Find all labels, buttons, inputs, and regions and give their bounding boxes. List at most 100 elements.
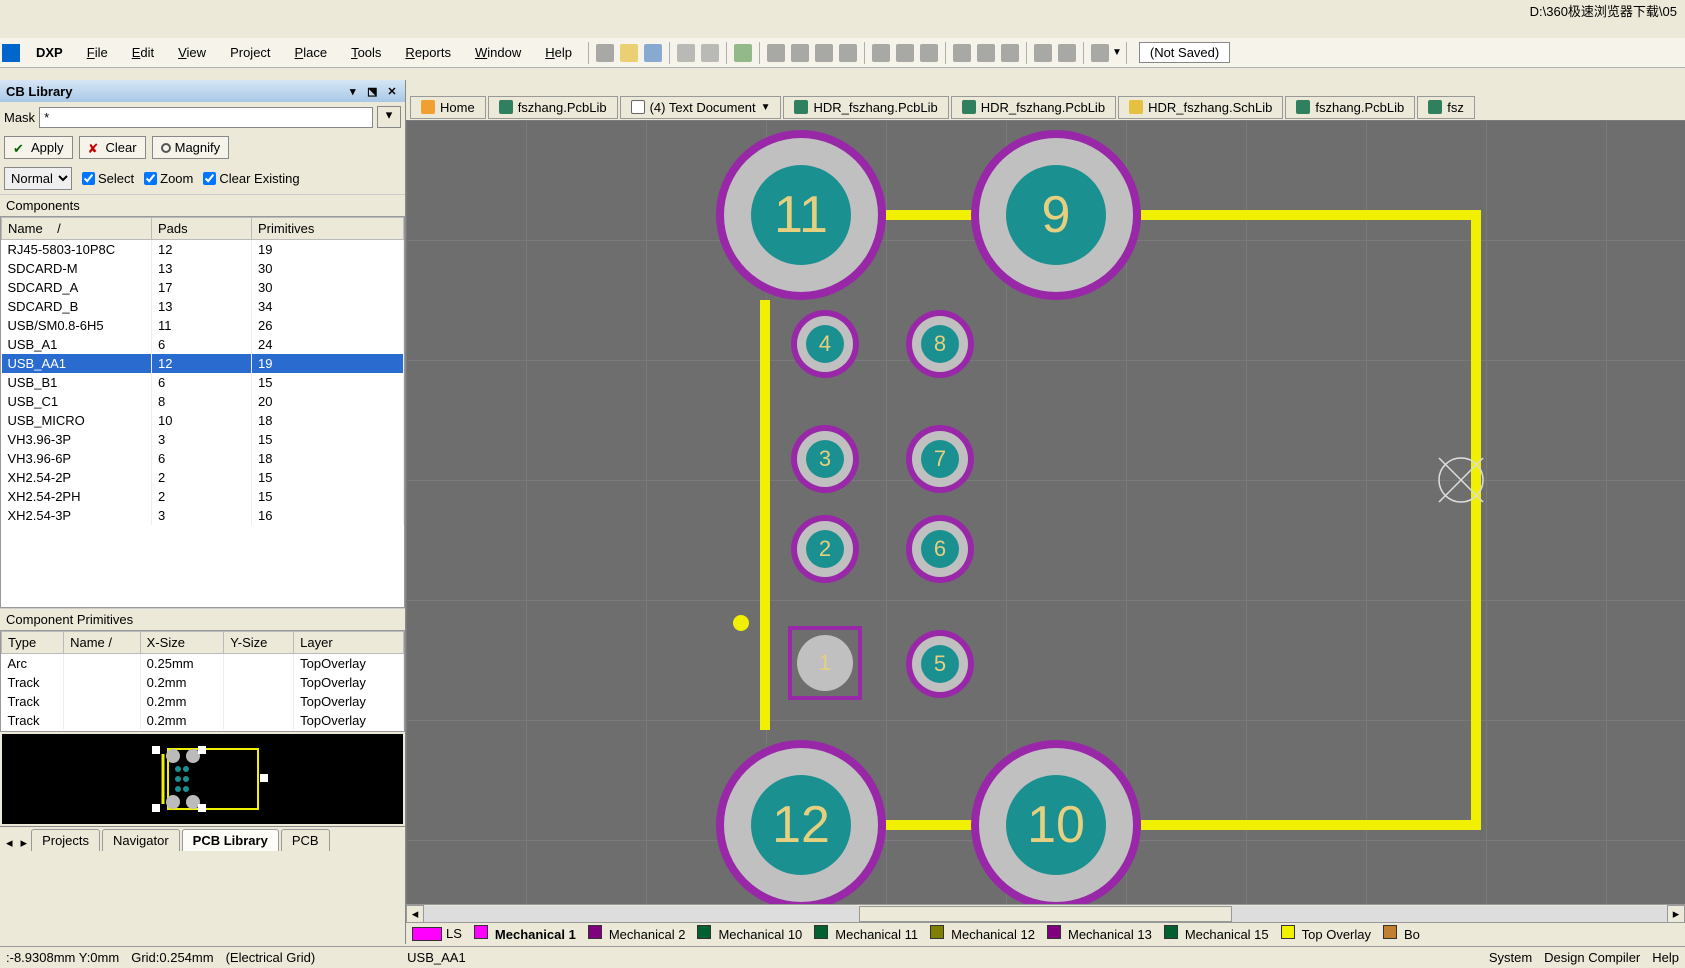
menu-edit[interactable]: Edit [120,45,166,60]
zoom-fit-icon[interactable] [815,44,833,62]
layer-swatch[interactable] [697,925,711,939]
doc-tab[interactable]: fsz [1417,96,1475,119]
layer-tab[interactable]: Mechanical 2 [605,925,690,944]
mask-input[interactable] [39,107,373,128]
pad-11[interactable]: 11 [716,130,886,300]
component-row[interactable]: XH2.54-2PH215 [2,487,404,506]
select-icon[interactable] [953,44,971,62]
library-icon[interactable] [734,44,752,62]
primitive-row[interactable]: Track0.2mmTopOverlay [2,692,404,711]
layer-tab[interactable]: Mechanical 15 [1181,925,1273,944]
scroll-track[interactable] [424,906,1667,922]
primitive-row[interactable]: Track0.2mmTopOverlay [2,711,404,730]
layer-swatch[interactable] [1047,925,1061,939]
layer-swatch[interactable] [814,925,828,939]
doc-tab[interactable]: (4) Text Document▼ [620,96,782,119]
menu-help[interactable]: Help [533,45,584,60]
status-help[interactable]: Help [1652,950,1679,965]
doc-tab[interactable]: HDR_fszhang.SchLib [1118,96,1283,119]
apply-button[interactable]: ✔Apply [4,136,73,159]
pad-8[interactable]: 8 [906,310,974,378]
grid-icon[interactable] [1091,44,1109,62]
redo-icon[interactable] [1058,44,1076,62]
horizontal-scrollbar[interactable]: ◂ ▸ [406,904,1685,922]
status-system[interactable]: System [1489,950,1532,965]
component-row[interactable]: VH3.96-3P315 [2,430,404,449]
pad-12[interactable]: 12 [716,740,886,910]
zoom-out-icon[interactable] [791,44,809,62]
pad-6[interactable]: 6 [906,515,974,583]
layer-swatch[interactable] [1281,925,1295,939]
component-row[interactable]: USB/SM0.8-6H51126 [2,316,404,335]
layer-swatch[interactable] [930,925,944,939]
primitive-row[interactable]: Track0.2mmTopOverlay [2,673,404,692]
col-type[interactable]: Type [2,632,64,654]
layer-tab[interactable]: Mechanical 13 [1064,925,1156,944]
pad-2[interactable]: 2 [791,515,859,583]
pad-1[interactable]: 1 [788,626,862,700]
zoom-in-icon[interactable] [767,44,785,62]
tab-pcb-library[interactable]: PCB Library [182,829,279,851]
pad-9[interactable]: 9 [971,130,1141,300]
layer-swatch[interactable] [588,925,602,939]
clear-button[interactable]: ✘Clear [79,136,146,159]
clear-existing-checkbox[interactable]: Clear Existing [203,171,299,186]
ls-label[interactable]: LS [442,924,466,943]
layer-tab[interactable]: Mechanical 12 [947,925,1039,944]
undo-icon[interactable] [1034,44,1052,62]
component-row[interactable]: USB_B1615 [2,373,404,392]
col-primitives[interactable]: Primitives [252,218,404,240]
col-xsize[interactable]: X-Size [140,632,224,654]
move-icon[interactable] [977,44,995,62]
magnify-button[interactable]: Magnify [152,136,230,159]
menu-project[interactable]: Project [218,45,282,60]
layer-tab[interactable]: Mechanical 10 [714,925,806,944]
tab-pcb[interactable]: PCB [281,829,330,851]
component-row[interactable]: VH3.96-6P618 [2,449,404,468]
status-design[interactable]: Design Compiler [1544,950,1640,965]
scroll-left-icon[interactable]: ◂ [406,905,424,923]
component-row[interactable]: SDCARD_A1730 [2,278,404,297]
print-icon[interactable] [677,44,695,62]
zoom-area-icon[interactable] [839,44,857,62]
dropdown-icon[interactable]: ▼ [1112,47,1122,58]
menu-tools[interactable]: Tools [339,45,393,60]
mask-dropdown[interactable]: ▾ [377,106,401,128]
layer-swatch[interactable] [1383,925,1397,939]
tab-nav-left[interactable]: ◂ [2,835,17,851]
tab-navigator[interactable]: Navigator [102,829,180,851]
menu-reports[interactable]: Reports [393,45,463,60]
select-checkbox[interactable]: Select [82,171,134,186]
copy-icon[interactable] [896,44,914,62]
tab-nav-right[interactable]: ▸ [17,835,32,851]
component-row[interactable]: XH2.54-3P316 [2,506,404,525]
paste-icon[interactable] [920,44,938,62]
pad-10[interactable]: 10 [971,740,1141,910]
doc-tab[interactable]: HDR_fszhang.PcbLib [951,96,1116,119]
component-row[interactable]: SDCARD-M1330 [2,259,404,278]
component-row[interactable]: RJ45-5803-10P8C1219 [2,240,404,260]
preview-icon[interactable] [701,44,719,62]
menu-file[interactable]: File [75,45,120,60]
menu-view[interactable]: View [166,45,218,60]
menu-place[interactable]: Place [283,45,340,60]
layer-swatch[interactable] [1164,925,1178,939]
new-icon[interactable] [596,44,614,62]
menu-window[interactable]: Window [463,45,533,60]
menu-dxp[interactable]: DXP [24,45,75,60]
ls-swatch[interactable] [412,927,442,941]
scroll-right-icon[interactable]: ▸ [1667,905,1685,923]
save-icon[interactable] [644,44,662,62]
col-name[interactable]: Name / [2,218,152,240]
layer-tab[interactable]: Mechanical 1 [491,925,580,944]
pad-4[interactable]: 4 [791,310,859,378]
layer-tab[interactable]: Mechanical 11 [831,925,922,944]
panel-close-icon[interactable]: ✕ [385,85,399,99]
panel-dropdown-icon[interactable]: ▾ [346,85,360,99]
zoom-checkbox[interactable]: Zoom [144,171,193,186]
mode-select[interactable]: Normal [4,167,72,190]
doc-tab[interactable]: fszhang.PcbLib [1285,96,1415,119]
doc-tab[interactable]: HDR_fszhang.PcbLib [783,96,948,119]
open-icon[interactable] [620,44,638,62]
cut-icon[interactable] [872,44,890,62]
